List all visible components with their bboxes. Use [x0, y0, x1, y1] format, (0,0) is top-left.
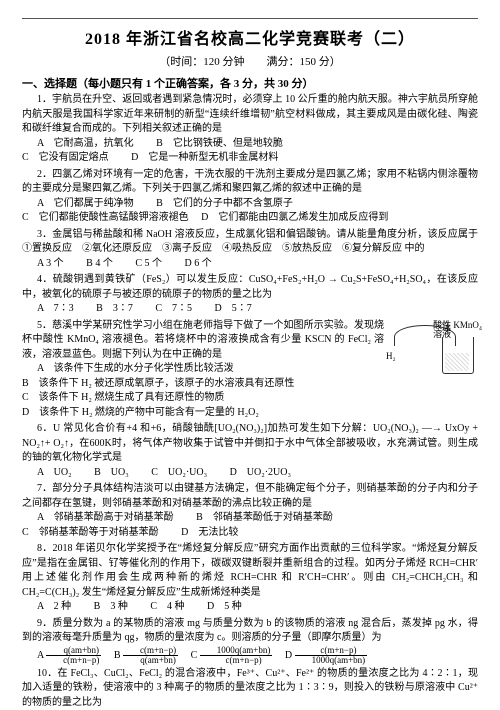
q2-D: D 它们都能由四氯乙烯发生加成反应得到 — [201, 212, 388, 223]
q6-D: D UO₂·2UO₃ — [230, 467, 291, 478]
section-1-heading: 一、选择题（每小题只有 1 个正确答案，各 3 分，共 30 分） — [22, 75, 478, 91]
q1-C: C 它没有固定熔点 — [22, 152, 109, 163]
q9-D-den: 1000q(am+bn) — [295, 656, 368, 665]
q7-opts: A 邻硝基苯酚高于对硝基苯酚 B 邻硝基苯酚低于对硝基苯酚 C 邻硝基苯酚等于对… — [22, 511, 478, 540]
q1-B: B 它比钢铁硬、但是地较脆 — [156, 138, 283, 149]
exam-page: 2018 年浙江省名校高二化学竞赛联考（二） （时间：120 分钟 满分：150… — [0, 0, 500, 706]
q5-figure: 冰 H₂ 酸性 KMnO₄ 溶液 — [388, 319, 478, 379]
q4-opts: A 7∶3 B 3∶7 C 7∶5 D 5∶7 — [22, 302, 478, 317]
fig-right-label: 酸性 KMnO₄ 溶液 — [433, 321, 482, 341]
q9-opts: A q(am+bn)c(m+n−p) B c(m+n−p)q(am+bn) C … — [22, 646, 478, 665]
exam-subtitle: （时间：120 分钟 满分：150 分） — [22, 53, 478, 69]
fig-right-1: 酸性 KMnO₄ — [433, 320, 482, 330]
q6-C: C UO₂·UO₃ — [151, 467, 207, 478]
q9-B-den: q(am+bn) — [123, 656, 178, 665]
q8-opts: A 2 种 B 3 种 C 4 种 D 5 种 — [22, 600, 478, 615]
q4-B: B 3∶7 — [96, 303, 133, 314]
q4-A: A 7∶3 — [37, 303, 74, 314]
q9-A-den: c(m+n−p) — [46, 656, 101, 665]
q9-A-label: A — [37, 649, 44, 660]
q3-C: C 5 个 — [135, 258, 162, 269]
q3-stem: 3．金属铝与稀盐酸和稀 NaOH 溶液反应，生成氯化铝和偏铝酸钠。请从能量角度分… — [22, 228, 478, 257]
q9-D-frac: c(m+n−p)1000q(am+bn) — [295, 646, 368, 665]
q8-A: A 2 种 — [37, 601, 71, 612]
q9-B-num: c(m+n−p) — [123, 646, 178, 656]
q8-stem: 8．2018 年诺贝尔化学奖授予在“烯烃复分解反应”研究方面作出贡献的三位科学家… — [22, 542, 478, 600]
q8-D: D 5 种 — [207, 601, 242, 612]
q2-A: A 它们都属于纯净物 — [37, 198, 134, 209]
q4-stem: 4．硫酸铜遇到黄铁矿（FeS₂）可以发生反应：CuSO₄+FeS₂+H₂O → … — [22, 273, 478, 302]
q6-A: A UO₂ — [37, 467, 72, 478]
q7-A: A 邻硝基苯酚高于对硝基苯酚 — [37, 512, 174, 523]
q6-opts: A UO₂ B UO₃ C UO₂·UO₃ D UO₂·2UO₃ — [22, 466, 478, 481]
q2-opts: A 它们都属于纯净物 B 它们的分子中都不含氢原子 C 它们都能使酸性高锰酸钾溶… — [22, 197, 478, 226]
q5-A: A 该条件下生成的水分子化学性质比较活泼 — [37, 363, 234, 374]
q7-C: C 邻硝基苯酚等于对硝基苯酚 — [22, 527, 159, 538]
q7-D: D 无法比较 — [181, 527, 238, 538]
q6-stem: 6．U 常见化合价有+4 和+6，硝酸铀酰[UO₂(NO₃)₂]加热可发生如下分… — [22, 422, 478, 466]
q5-C: C 该条件下 H₂ 燃烧生成了具有还原性的物质 — [22, 392, 224, 403]
q6-B: B UO₃ — [94, 467, 129, 478]
q9-C-num: 1000q(am+bn) — [200, 646, 273, 656]
q4-D: D 5∶7 — [215, 303, 252, 314]
q9-A-frac: q(am+bn)c(m+n−p) — [46, 646, 101, 665]
q9-D-label: D — [285, 649, 292, 660]
q8-C: C 4 种 — [150, 601, 184, 612]
q8-B: B 3 种 — [94, 601, 128, 612]
q9-stem: 9．质量分数为 a 的某物质的溶液 mg 与质量分数为 b 的该物质的溶液 ng… — [22, 617, 478, 646]
q10-stem: 10．在 FeCl₃、CuCl₂、FeCl₂ 的混合溶液中，Fe³⁺、Cu²⁺、… — [22, 667, 478, 710]
q5-D: D 该条件下 H₂ 燃烧的产物中可能含有一定量的 H₂O₂ — [22, 407, 259, 418]
q7-stem: 7．部分分子具体结构洁淡可以由键基方法确定，但不能确定每个分子，则硝基苯酚的分子… — [22, 482, 478, 511]
q3-D: D 6 个 — [185, 258, 212, 269]
q2-C: C 它们都能使酸性高锰酸钾溶液褪色 — [22, 212, 189, 223]
q9-C-frac: 1000q(am+bn)c(m+n−p) — [200, 646, 273, 665]
q9-A-num: q(am+bn) — [46, 646, 101, 656]
q1-opts: A 它耐高温，抗氧化 B 它比钢铁硬、但是地较脆 C 它没有固定熔点 D 它是一… — [22, 137, 478, 166]
q3-B: B 4 个 — [86, 258, 113, 269]
q4-C: C 7∶5 — [155, 303, 192, 314]
q1-stem: 1．宇航员在升空、返回或者遇到紧急情况时，必须穿上 10 公斤重的舱内航天服。神… — [22, 93, 478, 137]
q2-stem: 2．四氯乙烯对环境有一定的危害，干洗衣服的干洗剂主要成分是四氯乙烯；家用不粘锅内… — [22, 168, 478, 197]
exam-title: 2018 年浙江省名校高二化学竞赛联考（二） — [22, 25, 478, 49]
q9-B-frac: c(m+n−p)q(am+bn) — [123, 646, 178, 665]
q3-A: A 3 个 — [37, 258, 64, 269]
q9-B-label: B — [114, 649, 121, 660]
q3-opts: A 3 个 B 4 个 C 5 个 D 6 个 — [22, 257, 478, 272]
top-rule — [22, 18, 478, 19]
q1-A: A 它耐高温，抗氧化 — [37, 138, 134, 149]
q2-B: B 它们的分子中都不含氢原子 — [156, 198, 293, 209]
q7-B: B 邻硝基苯酚低于对硝基苯酚 — [196, 512, 333, 523]
q9-C-den: c(m+n−p) — [200, 656, 273, 665]
fig-left-label: H₂ — [386, 351, 396, 361]
beaker-icon — [442, 337, 474, 374]
q1-D: D 它是一种新型无机非金属材料 — [131, 152, 278, 163]
q9-D-num: c(m+n−p) — [295, 646, 368, 656]
q5-B: B 该条件下 H₂ 被还原成氧原子，该原子的水溶液具有还原性 — [22, 378, 294, 389]
q9-C-label: C — [191, 649, 198, 660]
fig-right-2: 溶液 — [433, 329, 451, 339]
